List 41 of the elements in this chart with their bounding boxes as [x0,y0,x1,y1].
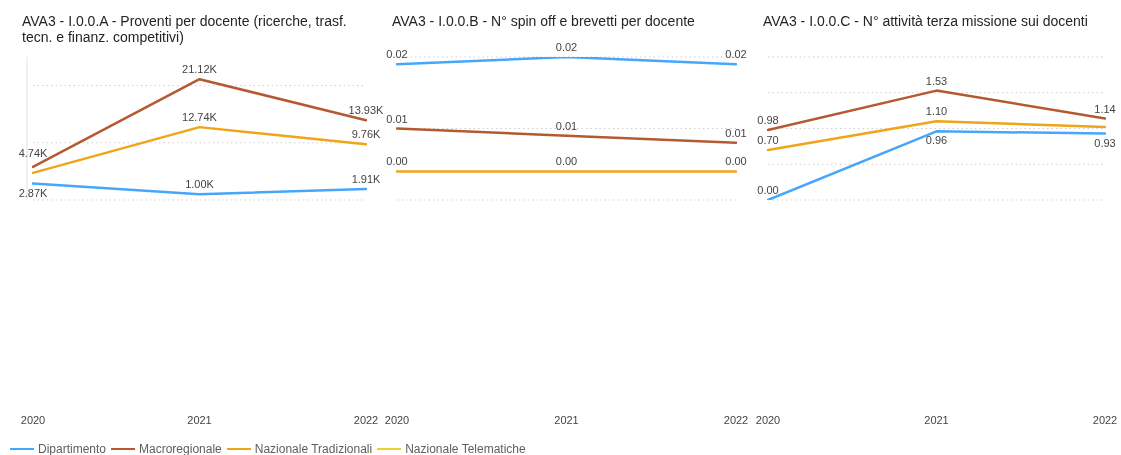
data-label: 0.01 [386,112,408,125]
x-tick-label: 2022 [723,414,749,427]
x-tick-label: 2021 [554,414,579,427]
data-label: 0.93 [1094,136,1116,149]
data-label: 0.00 [757,184,779,197]
legend-label: Nazionale Tradizionali [254,442,373,455]
data-label: 1.10 [925,105,948,118]
legend-label: Macroregionale [139,442,222,455]
data-label: 0.00 [386,155,408,168]
x-tick-label: 2022 [1092,414,1118,427]
data-label: 0.02 [725,48,747,61]
data-label: 12.74K [182,111,218,124]
data-label: 0.01 [725,126,747,139]
data-label: 2.87K [18,186,49,199]
data-label: 13.93K [348,104,385,117]
x-tick-label: 2020 [20,414,46,427]
data-label: 1.91K [351,173,382,186]
data-label: 1.14 [1094,102,1116,115]
x-tick-label: 2022 [353,414,379,427]
chart-title: AVA3 - I.0.0.C - N° attività terza missione sui docenti [763,13,1089,29]
data-label: 9.76K [351,128,382,141]
data-label: 0.70 [757,133,779,146]
data-label: 4.74K [18,146,49,159]
data-label: 21.12K [182,63,218,76]
data-label: 1.00K [185,178,215,191]
x-tick-label: 2020 [755,414,781,427]
legend-label: Nazionale Telematiche [405,442,526,455]
data-label: 1.53 [925,74,948,87]
chart-title: AVA3 - I.0.0.A - Proventi per docente (ricerche, trasf. tecn. e finanz. competitivi) [22,13,348,45]
data-label: 0.02 [386,48,408,61]
x-tick-label: 2020 [384,414,410,427]
data-label: 0.98 [757,113,779,126]
data-label: 0.00 [555,155,578,168]
data-label: 0.01 [555,119,578,132]
data-label: 0.02 [555,41,578,54]
chart-title: AVA3 - I.0.0.B - N° spin off e brevetti per docente [392,13,696,29]
data-label: 0.00 [725,155,747,168]
data-label: 0.96 [925,134,948,147]
legend-label: Dipartimento [38,442,107,455]
x-tick-label: 2021 [924,414,949,427]
x-tick-label: 2021 [187,414,212,427]
